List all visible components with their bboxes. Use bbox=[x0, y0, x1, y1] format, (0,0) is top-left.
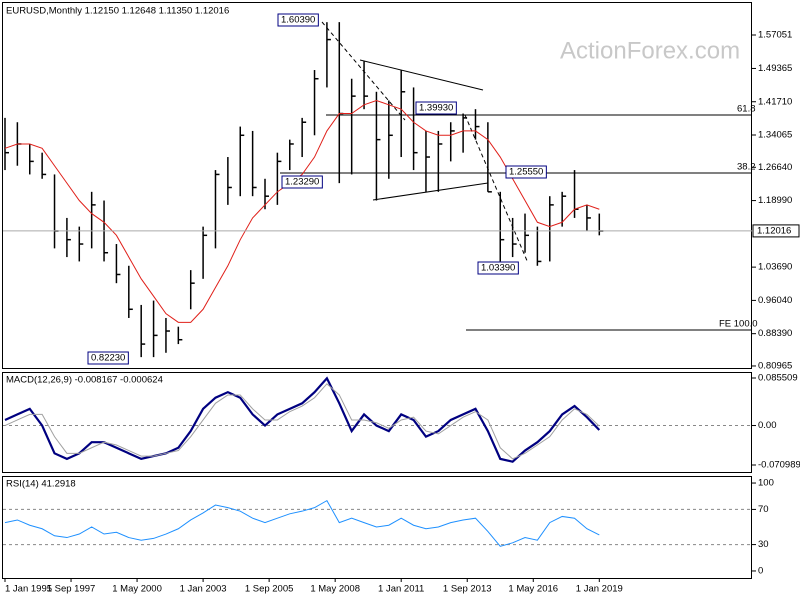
annotation: 0.82230 bbox=[91, 353, 125, 364]
y-tick-label: 1.41710 bbox=[758, 96, 792, 107]
watermark: ActionForex.com bbox=[560, 37, 740, 64]
annotation: 1.23290 bbox=[285, 177, 319, 188]
y-tick-label: 100 bbox=[758, 478, 774, 489]
x-tick-label: 1 Jan 2011 bbox=[378, 584, 424, 595]
rsi-title: RSI(14) 41.2918 bbox=[6, 479, 76, 490]
series-line bbox=[4, 499, 600, 547]
y-tick-label: 0.00 bbox=[758, 420, 777, 431]
y-tick-label: -0.070989 bbox=[758, 460, 800, 471]
trendline bbox=[372, 182, 489, 201]
annotation-box bbox=[415, 101, 457, 115]
y-tick-label: 1.57051 bbox=[758, 30, 792, 41]
trendline bbox=[464, 114, 529, 264]
x-tick-label: 1 May 2008 bbox=[310, 584, 360, 595]
y-tick-label: 1.18990 bbox=[758, 195, 792, 206]
x-tick-label: 1 May 2016 bbox=[508, 584, 558, 595]
annotation: 61.8 bbox=[737, 104, 756, 115]
x-tick-label: 1 May 2000 bbox=[112, 584, 162, 595]
last-price-label: 1.12016 bbox=[757, 225, 791, 236]
rsi-panel bbox=[2, 476, 752, 579]
y-tick-label: 1.49365 bbox=[758, 63, 792, 74]
x-tick-label: 1 Jan 2003 bbox=[180, 584, 227, 595]
y-tick-label: 0.085509 bbox=[758, 373, 798, 384]
y-tick-label: 0.96040 bbox=[758, 295, 792, 306]
x-tick-label: 1 Sep 2005 bbox=[245, 584, 294, 595]
y-tick-label: 1.03690 bbox=[758, 262, 792, 273]
annotation-box bbox=[505, 165, 547, 179]
last-price-box bbox=[752, 224, 800, 238]
trendlines bbox=[280, 21, 752, 331]
x-tick-label: 1 Jan 2019 bbox=[576, 584, 623, 595]
y-tick-label: 0.80965 bbox=[758, 360, 792, 371]
x-tick-label: 1 Sep 1997 bbox=[47, 584, 96, 595]
annotation-box bbox=[277, 13, 319, 27]
price-title: EURUSD,Monthly 1.12150 1.12648 1.11350 1… bbox=[6, 6, 229, 17]
y-tick-label: 30 bbox=[758, 539, 769, 550]
trendline bbox=[359, 59, 484, 91]
annotation-box bbox=[87, 351, 129, 365]
y-tick-label: 70 bbox=[758, 504, 769, 515]
x-tick-label: 1 Jan 1995 bbox=[5, 584, 52, 595]
macd-title: MACD(12,26,9) -0.008167 -0.000624 bbox=[6, 375, 163, 386]
y-tick-label: 1.26640 bbox=[758, 162, 792, 173]
series-line bbox=[4, 383, 600, 460]
y-tick-label: 0.88390 bbox=[758, 328, 792, 339]
annotation: 1.39930 bbox=[419, 103, 453, 114]
annotation: 38.2 bbox=[737, 162, 756, 173]
annotation: 1.03390 bbox=[481, 263, 515, 274]
moving-average bbox=[4, 99, 600, 323]
x-tick-label: 1 Sep 2013 bbox=[443, 584, 492, 595]
annotation: FE 100.0 bbox=[719, 319, 758, 330]
annotation-box bbox=[477, 261, 519, 275]
annotation-box bbox=[281, 175, 323, 189]
annotation: 1.60390 bbox=[281, 15, 315, 26]
annotation: 1.25550 bbox=[509, 167, 543, 178]
y-tick-label: 1.34065 bbox=[758, 130, 792, 141]
y-tick-label: 0 bbox=[758, 565, 763, 576]
